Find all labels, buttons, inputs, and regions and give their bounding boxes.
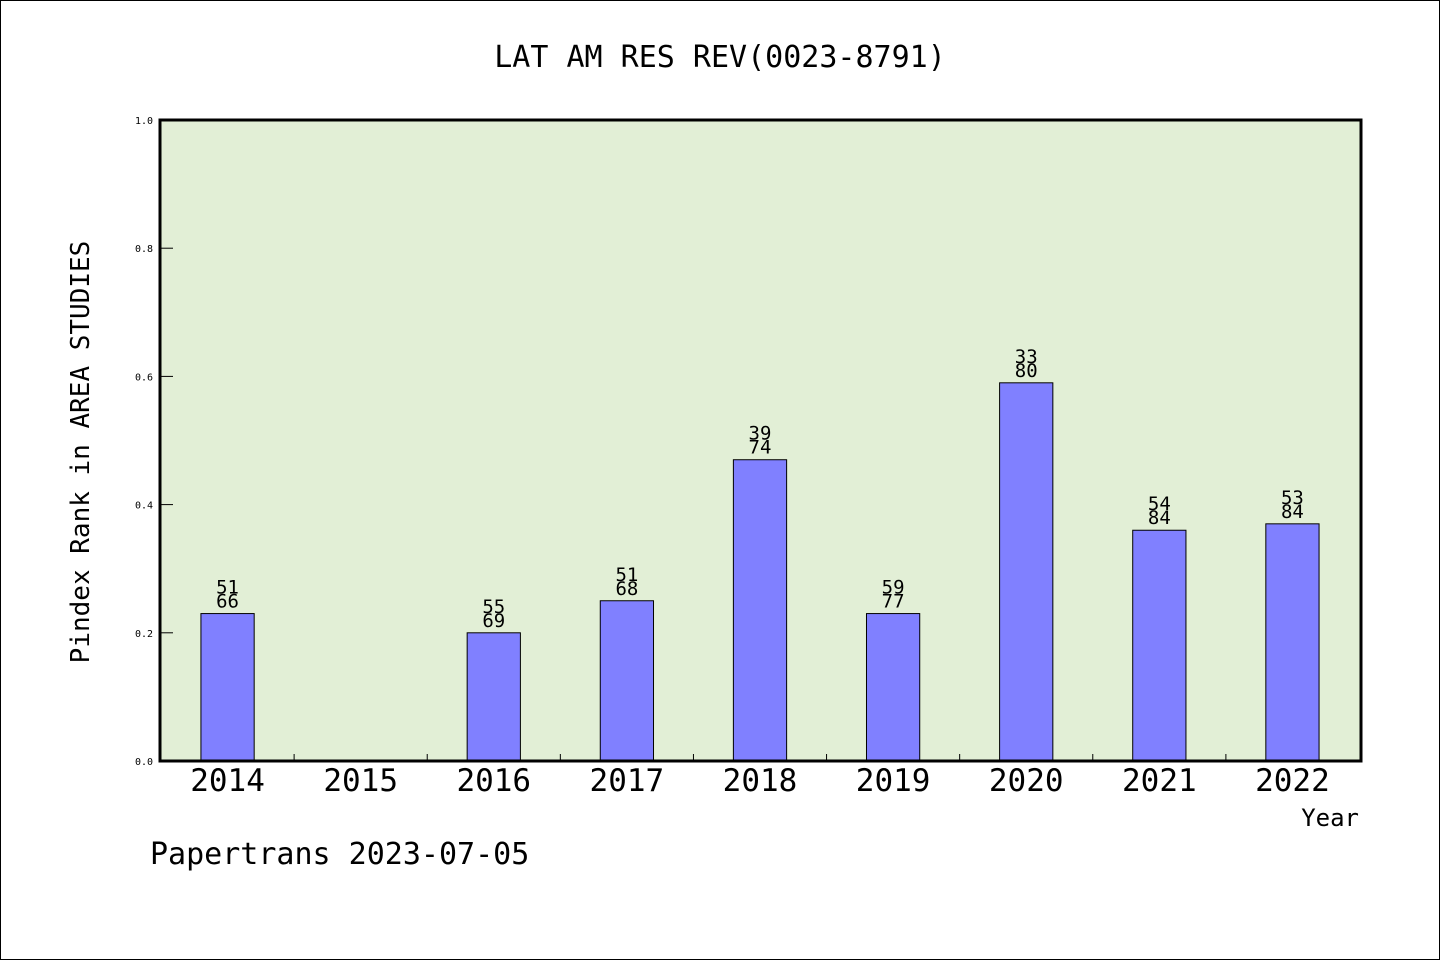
y-tick-label: 0.4 [135,501,153,512]
bar-label-bottom-2021: 84 [1148,507,1171,529]
bar-2018 [732,459,788,762]
x-tick-label-2015: 2015 [323,763,398,799]
bar-label-top-2014: 51 [216,577,239,599]
bar-label-bottom-2014: 66 [216,591,239,613]
x-tick-label-2014: 2014 [190,763,265,799]
bar-label-top-2017: 51 [615,564,638,586]
bar-label-top-2020: 33 [1015,346,1038,368]
bar-label-bottom-2018: 74 [749,437,772,459]
x-tick-label-2020: 2020 [989,763,1064,799]
bar-label-top-2021: 54 [1148,493,1171,515]
bar-2016 [466,632,521,762]
y-tick-label: 0.2 [135,629,153,640]
y-tick-label: 0.8 [135,244,153,255]
x-tick-label-2022: 2022 [1255,763,1330,799]
x-axis-label: Year [1301,804,1359,832]
bar-label-bottom-2019: 77 [882,591,905,613]
bars-group [200,382,1320,762]
bar-2022 [1265,523,1320,762]
x-tick-label-2018: 2018 [723,763,798,799]
bar-2021 [1132,529,1187,762]
x-tick-label-2017: 2017 [590,763,665,799]
bar-label-top-2022: 53 [1281,487,1304,509]
chart-title: LAT AM RES REV(0023-8791) [494,40,946,75]
bar-label-top-2016: 55 [482,596,505,618]
plot-border [158,118,1363,763]
bar-2020 [999,382,1054,762]
bar-label-bottom-2022: 84 [1281,501,1304,523]
bar-label-bottom-2017: 68 [615,578,638,600]
x-tick-label-2021: 2021 [1122,763,1197,799]
y-tick-label: 0.6 [135,372,153,383]
bar-label-bottom-2020: 80 [1015,360,1038,382]
y-axis-label: Pindex Rank in AREA STUDIES [66,241,96,664]
x-ticks-group: 2014 2015 2016 2017 2018 2019 2020 2021 2022 [190,754,1330,799]
x-tick-label-2019: 2019 [856,763,931,799]
footer-credit: Papertrans 2023-07-05 [150,837,529,872]
y-tick-label: 0.0 [135,757,153,768]
bar-label-top-2019: 59 [882,577,905,599]
bar-label-bottom-2016: 69 [482,610,505,632]
bar-2017 [599,600,655,762]
bar-2019 [865,613,921,762]
bar-label-top-2018: 39 [749,423,772,445]
y-tick-label: 1.0 [135,116,153,127]
bar-2014 [200,613,255,762]
x-tick-label-2016: 2016 [456,763,531,799]
